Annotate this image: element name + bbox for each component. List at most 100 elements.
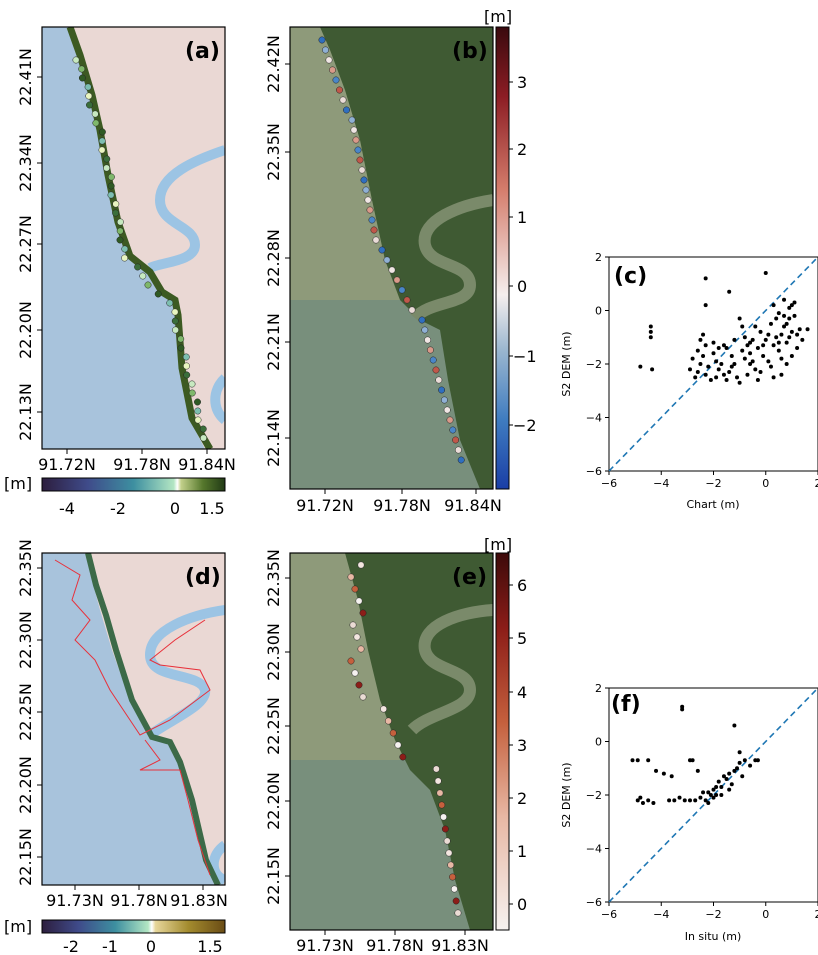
panel-e-survey-point bbox=[349, 621, 357, 629]
panel-f-point bbox=[661, 771, 666, 776]
panel-f-point bbox=[714, 784, 719, 789]
panel-b-survey-point bbox=[360, 176, 368, 184]
panel-b-survey-point bbox=[370, 226, 378, 234]
panel-a-survey-point bbox=[98, 128, 106, 136]
panel-c-point bbox=[701, 353, 706, 358]
panel-b-survey-point bbox=[339, 96, 347, 104]
panel-b-survey-point bbox=[358, 166, 366, 174]
panel-f-point bbox=[646, 758, 651, 763]
panel-f-point bbox=[638, 795, 643, 800]
panel-d-ytick: 22.25N bbox=[16, 683, 35, 741]
panel-e-survey-point bbox=[436, 789, 444, 797]
panel-e-label: (e) bbox=[452, 565, 487, 590]
panel-c-point bbox=[797, 327, 802, 332]
panel-c-point bbox=[698, 362, 703, 366]
panel-f-point bbox=[748, 763, 753, 768]
panel-c-point bbox=[687, 367, 692, 372]
panel-f-identity-line bbox=[608, 687, 818, 903]
panel-b-survey-point bbox=[364, 196, 372, 204]
panel-b-survey-point bbox=[454, 446, 462, 454]
panel-f-point bbox=[635, 798, 640, 803]
panel-b-survey-point bbox=[322, 46, 329, 54]
panel-c-point bbox=[753, 367, 758, 372]
colorbar-e-tick: 2 bbox=[517, 789, 527, 808]
panel-c-point bbox=[787, 305, 792, 310]
panel-c-point bbox=[737, 316, 742, 321]
panel-e-survey-point bbox=[438, 801, 446, 809]
panel-f-point bbox=[740, 774, 745, 779]
panel-e-survey-point bbox=[353, 633, 361, 641]
panel-c-point bbox=[789, 329, 794, 334]
panel-a-xtick: 91.84N bbox=[178, 455, 236, 474]
panel-c-point bbox=[742, 356, 747, 361]
panel-b-survey-point bbox=[348, 116, 356, 124]
panel-a-shoreline bbox=[66, 27, 214, 449]
panel-c-point bbox=[638, 364, 643, 369]
panel-e-satellite-map bbox=[290, 553, 493, 930]
panel-a-survey-point bbox=[92, 119, 100, 127]
panel-e-survey-point bbox=[394, 741, 402, 749]
panel-b-survey-point bbox=[398, 286, 406, 294]
panel-c-point bbox=[776, 348, 781, 353]
panel-e-survey-point bbox=[380, 705, 388, 713]
panel-c-point bbox=[753, 324, 758, 329]
panel-c-point bbox=[779, 356, 784, 361]
panel-b-river bbox=[410, 194, 493, 323]
panel-b-survey-point bbox=[418, 316, 426, 324]
colorbar-b-tick: −2 bbox=[513, 416, 537, 435]
panel-e-ytick: 22.20N bbox=[264, 772, 283, 830]
panel-e-survey-point bbox=[351, 585, 359, 593]
panel-f-point bbox=[721, 774, 726, 779]
panel-c-point bbox=[703, 343, 708, 348]
panel-b-survey-point bbox=[443, 406, 451, 414]
panel-e-ytick: 22.15N bbox=[264, 847, 283, 905]
panel-a-survey-point bbox=[171, 317, 179, 325]
panel-c-point bbox=[755, 378, 760, 383]
panel-b-survey-point bbox=[424, 336, 432, 344]
panel-f-point bbox=[640, 801, 645, 806]
panel-c-point bbox=[761, 353, 766, 358]
panel-f-point bbox=[706, 801, 711, 806]
panel-a-survey-point bbox=[194, 407, 202, 415]
colorbar-e-tick: 3 bbox=[517, 736, 527, 755]
panel-a-survey-point bbox=[116, 236, 124, 244]
colorbar-a-tick: 1.5 bbox=[199, 499, 224, 518]
panel-f-point bbox=[682, 798, 687, 803]
panel-c-point bbox=[782, 313, 787, 318]
colorbar-e-tick: 1 bbox=[517, 842, 527, 861]
panel-d-xtick: 91.83N bbox=[170, 891, 228, 910]
panel-e-ytick: 22.35N bbox=[264, 549, 283, 607]
panel-f-point bbox=[727, 787, 732, 792]
panel-c-point bbox=[648, 335, 653, 340]
panel-f-point bbox=[695, 768, 700, 773]
panel-e-land bbox=[345, 553, 493, 930]
panel-c-point bbox=[774, 316, 779, 321]
panel-c-point bbox=[714, 359, 719, 364]
panel-f-ytick: 2 bbox=[595, 682, 602, 695]
panel-c-point bbox=[737, 380, 742, 385]
panel-c-point bbox=[758, 370, 763, 375]
colorbar-a-tick: 0 bbox=[170, 499, 180, 518]
panel-e-survey-point bbox=[443, 837, 451, 845]
panel-e-survey-point bbox=[355, 597, 363, 605]
panel-f-point bbox=[742, 758, 747, 763]
panel-b-land bbox=[320, 27, 493, 489]
panel-a-survey-point bbox=[103, 155, 111, 163]
panel-f-point bbox=[698, 795, 703, 800]
panel-c-point bbox=[768, 321, 773, 326]
panel-f-point bbox=[711, 787, 716, 792]
panel-b-survey-point bbox=[446, 416, 454, 424]
panel-a-survey-point bbox=[154, 290, 162, 298]
panel-a-ytick: 22.41N bbox=[16, 48, 35, 106]
panel-b-satellite-map bbox=[290, 27, 493, 489]
panel-c-point bbox=[795, 345, 800, 350]
panel-b-xtick: 91.78N bbox=[373, 496, 431, 515]
panel-e-yticks: 22.35N 22.30N 22.25N 22.20N 22.15N bbox=[264, 549, 290, 905]
panel-a-survey-point bbox=[200, 434, 207, 442]
panel-f-point bbox=[690, 758, 695, 763]
panel-e-xtick: 91.73N bbox=[296, 936, 354, 955]
panel-b-survey-point bbox=[388, 266, 396, 274]
panel-a-survey-point bbox=[134, 263, 142, 271]
panel-d-ship-track bbox=[54, 559, 211, 876]
panel-c-scatter: (c) Chart (m) S2 DEM (m) −6 −4 −2 0 2 2 0 −2 −4 −… bbox=[560, 251, 818, 511]
